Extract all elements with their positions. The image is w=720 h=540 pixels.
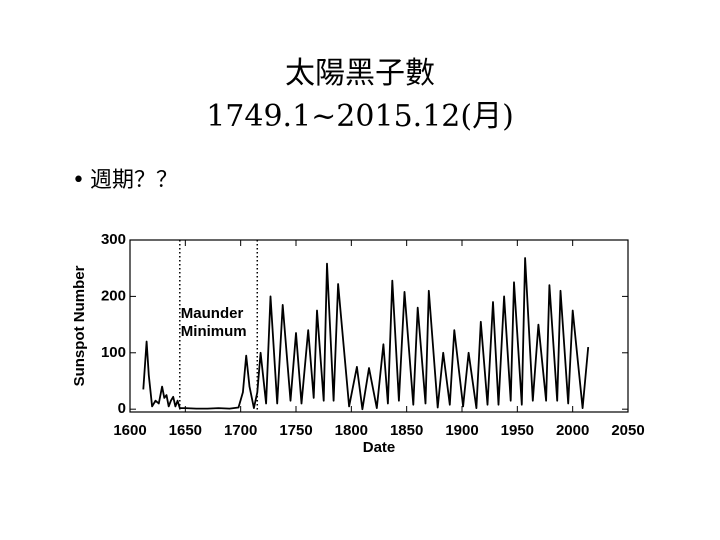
annotation-text: Minimum xyxy=(181,323,247,340)
x-tick-label: 1600 xyxy=(113,422,146,439)
data-line xyxy=(142,257,590,411)
x-tick-label: 1800 xyxy=(335,422,368,439)
annotation-text: Maunder xyxy=(181,305,244,322)
y-tick-label: 300 xyxy=(101,231,126,248)
x-tick-label: 1950 xyxy=(501,422,534,439)
x-tick-label: 2050 xyxy=(611,422,644,439)
slide-subtitle: 1749.1~2015.12(月) xyxy=(206,99,514,134)
x-axis-label: Date xyxy=(363,439,396,456)
x-tick-label: 2000 xyxy=(556,422,589,439)
y-tick-label: 200 xyxy=(101,287,126,304)
x-tick-label: 1900 xyxy=(445,422,478,439)
slide-title: 太陽黑子數 xyxy=(285,56,435,91)
bullet-text: 週期？？ xyxy=(90,168,178,193)
plot-frame xyxy=(129,239,629,413)
bullet-dot: • xyxy=(72,168,85,193)
y-tick-label: 100 xyxy=(101,344,126,361)
x-tick-label: 1850 xyxy=(390,422,423,439)
x-tick-label: 1750 xyxy=(279,422,312,439)
x-tick-label: 1700 xyxy=(224,422,257,439)
y-axis-label: Sunspot Number xyxy=(71,265,88,386)
y-tick-label: 0 xyxy=(118,400,126,417)
x-tick-label: 1650 xyxy=(169,422,202,439)
